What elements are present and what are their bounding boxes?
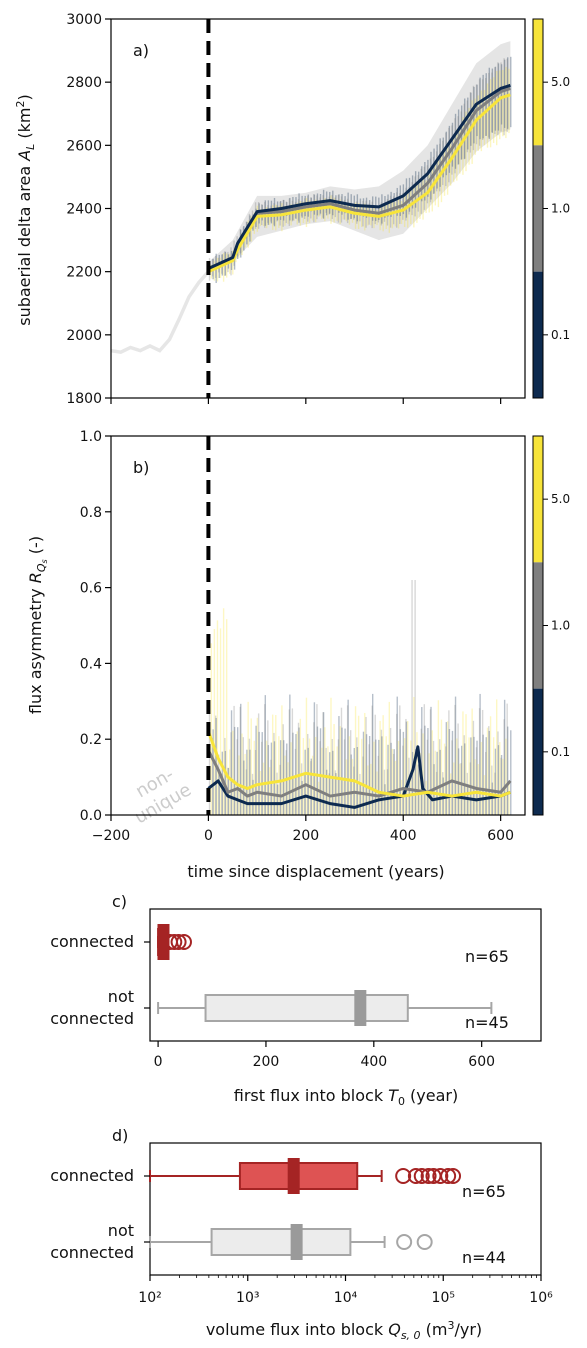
colorbar-label: 1.0 xyxy=(551,202,570,216)
colorbar-label: 1.0 xyxy=(551,619,570,633)
colorbar-segment xyxy=(533,19,543,146)
non-unique-annotation: non-unique xyxy=(120,760,195,828)
median-marker xyxy=(287,1158,300,1194)
series-line-navy xyxy=(207,83,511,270)
x-tick-label: 200 xyxy=(253,1054,280,1070)
panel-label-c: c) xyxy=(112,892,127,911)
y-axis-label-a: subaerial delta area AL (km2) xyxy=(14,94,37,326)
outlier-point xyxy=(440,1168,457,1184)
y-tick-label: 3000 xyxy=(66,12,102,28)
outlier-point xyxy=(175,934,192,950)
n-count-label: n=65 xyxy=(465,947,509,966)
group-label: connected xyxy=(50,1243,134,1262)
y-tick-label: 2400 xyxy=(66,202,102,218)
series-line-yellow xyxy=(207,93,511,274)
colorbar-label: 5.0 xyxy=(551,492,570,506)
axes-frame-c xyxy=(149,908,542,1042)
series-line-yellow xyxy=(207,731,511,798)
group-label: not xyxy=(108,987,134,1006)
group-label: connected xyxy=(50,1166,134,1185)
panel-label-a: a) xyxy=(133,41,149,60)
outlier-point xyxy=(395,1168,412,1184)
colorbar-label: 0.1 xyxy=(551,328,570,342)
outlier-point xyxy=(166,934,183,950)
outlier-point xyxy=(432,1168,449,1184)
x-tick-label: −200 xyxy=(92,828,130,844)
x-tick-label: 0 xyxy=(154,1054,163,1070)
n-count-label: n=65 xyxy=(462,1182,506,1201)
outlier-point xyxy=(413,1168,430,1184)
group-label: connected xyxy=(50,932,134,951)
y-tick-label: 0.0 xyxy=(80,808,102,824)
y-tick-label: 2000 xyxy=(66,328,102,344)
y-axis-label-b: flux asymmetry RQs (-) xyxy=(26,536,49,714)
median-marker xyxy=(354,990,367,1026)
y-tick-label: 0.6 xyxy=(80,581,102,597)
n-count-label: n=45 xyxy=(465,1013,509,1032)
panel-d: connected n=65 not connected n=44 10² 10³ 10⁴ 10… xyxy=(50,1126,553,1342)
outlier-point xyxy=(407,1168,424,1184)
x-tick-label: 600 xyxy=(487,828,514,844)
box xyxy=(204,994,409,1022)
colorbar-segment xyxy=(533,436,543,563)
x-tick-label: 10⁶ xyxy=(529,1290,553,1306)
x-axis-label-c: first flux into block T0 (year) xyxy=(234,1086,458,1108)
y-tick-label: 2200 xyxy=(66,265,102,281)
x-tick-label: 600 xyxy=(468,1054,495,1070)
x-tick-label: 400 xyxy=(390,828,417,844)
x-tick-label: 10⁵ xyxy=(432,1290,455,1306)
x-axis-label-b: time since displacement (years) xyxy=(187,862,444,881)
x-axis-label-d: volume flux into block Qs, 0 (m3/yr) xyxy=(206,1319,482,1342)
colorbar-label: 5.0 xyxy=(551,75,570,89)
outlier-point xyxy=(420,1168,437,1184)
y-tick-label: 2600 xyxy=(66,138,102,154)
colorbar-label: 0.1 xyxy=(551,745,570,759)
panel-a: 1800 2000 2200 2400 2600 2800 3000 a) subaeria… xyxy=(14,12,570,407)
x-tick-label: 10² xyxy=(138,1290,161,1306)
outlier-point xyxy=(445,1168,462,1184)
panel-label-d: d) xyxy=(112,1126,128,1145)
y-tick-label: 1.0 xyxy=(80,429,102,445)
y-tick-label: 1800 xyxy=(66,391,102,407)
outlier-point xyxy=(396,1234,413,1250)
x-tick-label: 200 xyxy=(292,828,319,844)
colorbar-segment xyxy=(533,271,543,398)
x-tick-label: 400 xyxy=(360,1054,387,1070)
panel-b: non-unique 0.0 0.2 0.4 0.6 0.8 1.0 −200 0 200 400… xyxy=(26,429,570,881)
x-tick-label: 10³ xyxy=(236,1290,259,1306)
y-tick-label: 2800 xyxy=(66,75,102,91)
series-line-gray xyxy=(207,749,512,798)
median-marker xyxy=(290,1224,303,1260)
outlier-point xyxy=(170,934,187,950)
panel-label-b: b) xyxy=(133,458,149,477)
x-tick-label: 0 xyxy=(204,828,213,844)
colorbar-segment xyxy=(533,562,543,689)
x-tick-label: 10⁴ xyxy=(334,1290,358,1306)
colorbar-segment xyxy=(533,145,543,272)
colorbar-segment xyxy=(533,688,543,815)
group-label: connected xyxy=(50,1009,134,1028)
axes-frame-b xyxy=(110,435,526,816)
n-count-label: n=44 xyxy=(462,1248,506,1267)
group-label: not xyxy=(108,1221,134,1240)
box xyxy=(210,1228,352,1256)
y-tick-label: 0.8 xyxy=(80,505,102,521)
y-tick-label: 0.4 xyxy=(80,656,102,672)
y-tick-label: 0.2 xyxy=(80,732,102,748)
pre-displacement-line xyxy=(110,270,210,355)
outlier-point xyxy=(416,1234,433,1250)
